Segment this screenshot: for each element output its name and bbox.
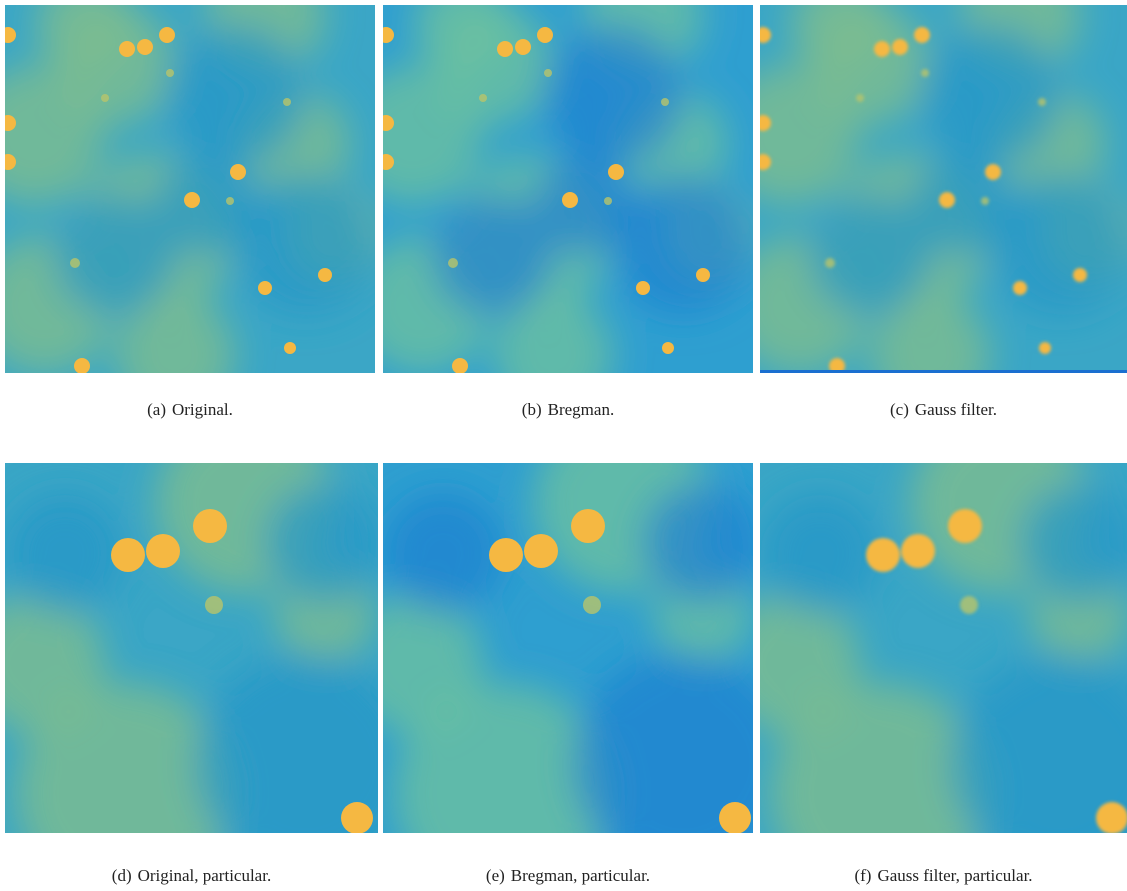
bright-spot — [489, 538, 523, 572]
bright-spot — [760, 154, 771, 170]
caption: (d) Original, particular. — [7, 866, 377, 886]
caption: (f) Gauss filter, particular. — [759, 866, 1127, 886]
caption-label: (e) — [485, 866, 505, 885]
caption-label: (b) — [521, 400, 542, 419]
bright-spot — [1096, 802, 1127, 833]
bright-spot — [318, 268, 332, 282]
bright-spot — [383, 115, 394, 131]
image-panel — [383, 463, 753, 833]
bright-spot — [184, 192, 200, 208]
caption-text: Original. — [171, 400, 233, 419]
bright-spot — [948, 509, 982, 543]
bright-spot — [537, 27, 553, 43]
bright-spot — [914, 27, 930, 43]
bright-spot — [760, 115, 771, 131]
bright-spot — [5, 115, 16, 131]
bright-spot — [137, 39, 153, 55]
image-panel — [760, 463, 1127, 833]
bright-spot — [939, 192, 955, 208]
caption: (c) Gauss filter. — [759, 400, 1127, 420]
image-panel — [5, 463, 378, 833]
bright-spot — [74, 358, 90, 373]
bright-spot — [662, 342, 674, 354]
bright-spot — [284, 342, 296, 354]
bright-spot — [636, 281, 650, 295]
bright-spot — [497, 41, 513, 57]
bright-spot — [1013, 281, 1027, 295]
image-panel — [760, 5, 1127, 373]
bright-spot — [1039, 342, 1051, 354]
image-panel — [5, 5, 375, 373]
bright-spot — [571, 509, 605, 543]
bright-spot — [874, 41, 890, 57]
bright-spot — [901, 534, 935, 568]
bright-spot — [829, 358, 845, 373]
bright-spot — [146, 534, 180, 568]
bright-spot — [5, 154, 16, 170]
bright-spot — [258, 281, 272, 295]
bright-spot — [760, 27, 771, 43]
caption-label: (c) — [889, 400, 909, 419]
bright-spot — [524, 534, 558, 568]
caption-text: Bregman. — [547, 400, 615, 419]
bright-spot — [5, 27, 16, 43]
caption-label: (a) — [147, 400, 166, 419]
bright-spot — [719, 802, 751, 833]
bright-spot — [383, 154, 394, 170]
image-panel — [383, 5, 753, 373]
bright-spot — [866, 538, 900, 572]
caption-text: Bregman, particular. — [510, 866, 651, 885]
caption: (a) Original. — [5, 400, 375, 420]
bright-spot — [119, 41, 135, 57]
bright-spot — [193, 509, 227, 543]
caption-label: (d) — [111, 866, 132, 885]
bright-spot — [230, 164, 246, 180]
bright-spot — [159, 27, 175, 43]
caption-text: Original, particular. — [137, 866, 272, 885]
bright-spot — [1073, 268, 1087, 282]
bright-spot — [892, 39, 908, 55]
bright-spot — [111, 538, 145, 572]
bright-spot — [985, 164, 1001, 180]
bright-spot — [341, 802, 373, 833]
caption: (e) Bregman, particular. — [383, 866, 753, 886]
caption: (b) Bregman. — [383, 400, 753, 420]
bright-spot — [515, 39, 531, 55]
bright-spot — [452, 358, 468, 373]
bright-spot — [562, 192, 578, 208]
caption-text: Gauss filter. — [914, 400, 998, 419]
caption-text: Gauss filter, particular. — [877, 866, 1033, 885]
caption-label: (f) — [854, 866, 872, 885]
bright-spot — [696, 268, 710, 282]
bright-spot — [608, 164, 624, 180]
bright-spot — [383, 27, 394, 43]
